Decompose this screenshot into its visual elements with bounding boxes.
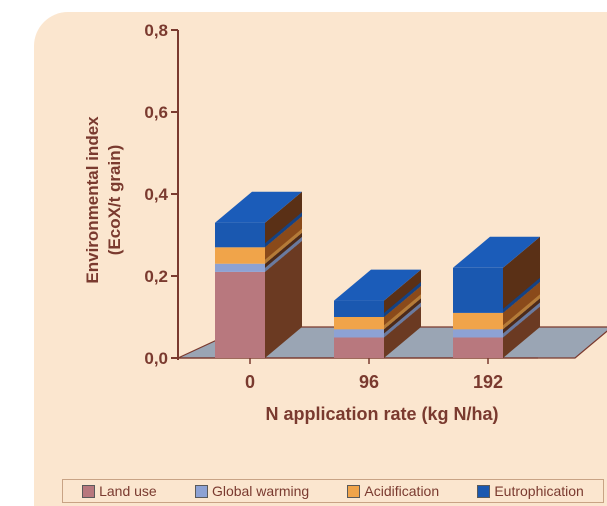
- bar-side-edge: [503, 277, 540, 313]
- legend-label: Acidification: [364, 483, 440, 499]
- bar-side-eutrophication: [384, 269, 421, 317]
- bar-side-land-use: [265, 240, 302, 358]
- bar-side-land-use: [384, 306, 421, 358]
- chart-legend: Land use Global warming Acidification Eutro…: [62, 479, 604, 503]
- y-tick-label: 0,6: [144, 103, 168, 122]
- legend-item-global-warming: Global warming: [194, 483, 310, 499]
- bar-segment-land-use: [215, 271, 265, 358]
- bar-side-edge: [265, 212, 302, 248]
- bar-top: [215, 191, 302, 223]
- bar-segment-acidification: [215, 247, 265, 264]
- bar-side-edge: [503, 294, 540, 330]
- bar-side-edge: [265, 228, 302, 264]
- y-axis-title-line: Environmental index: [83, 116, 102, 284]
- legend-item-acidification: Acidification: [347, 483, 439, 499]
- y-tick-label: 0,4: [144, 185, 168, 204]
- bar-segment-eutrophication: [453, 267, 503, 313]
- y-axis-title: Environmental index (EcoX/t grain): [83, 116, 124, 284]
- legend-label: Eutrophication: [494, 483, 584, 499]
- bar-segment-acidification: [453, 312, 503, 330]
- bar-side-edge: [384, 282, 421, 317]
- bar-segment-acidification: [334, 317, 384, 330]
- bar-top: [453, 236, 540, 268]
- bar-segment-global-warming: [453, 329, 503, 338]
- bar-stack-0: [215, 191, 302, 358]
- x-axis-title: N application rate (kg N/ha): [265, 404, 498, 424]
- y-tick-label: 0,0: [144, 349, 168, 368]
- legend-item-land-use: Land use: [82, 483, 157, 499]
- bar-side-eutrophication: [265, 191, 302, 248]
- bar-side-edge: [503, 302, 540, 338]
- bar-side-acidification: [503, 281, 540, 330]
- bar-side-edge: [384, 294, 421, 330]
- x-tick-label: 0: [245, 372, 255, 392]
- y-tick-label: 0,8: [144, 21, 168, 40]
- bar-side-acidification: [265, 216, 302, 264]
- x-tick-label: 96: [359, 372, 379, 392]
- bar-segment-land-use: [334, 337, 384, 358]
- legend-swatch: [194, 484, 208, 498]
- x-tick-label: 192: [473, 372, 503, 392]
- bar-segment-global-warming: [334, 329, 384, 338]
- bar-segment-land-use: [453, 337, 503, 358]
- legend-swatch: [82, 484, 96, 498]
- bar-side-edge: [265, 236, 302, 272]
- bar-side-eutrophication: [503, 236, 540, 313]
- bar-segment-eutrophication: [334, 300, 384, 317]
- legend-label: Land use: [99, 483, 157, 499]
- bar-side-land-use: [503, 306, 540, 358]
- bar-stack-192: [453, 236, 540, 358]
- legend-item-eutrophication: Eutrophication: [477, 483, 584, 499]
- legend-swatch: [347, 484, 361, 498]
- legend-swatch: [477, 484, 491, 498]
- bar-segment-eutrophication: [215, 222, 265, 248]
- y-axis-title-line: (EcoX/t grain): [105, 145, 124, 256]
- bar-top: [334, 269, 421, 301]
- legend-label: Global warming: [211, 483, 310, 499]
- bar-stack-96: [334, 269, 421, 358]
- y-tick-label: 0,2: [144, 267, 168, 286]
- bar-side-edge: [384, 302, 421, 338]
- bar-segment-global-warming: [215, 263, 265, 272]
